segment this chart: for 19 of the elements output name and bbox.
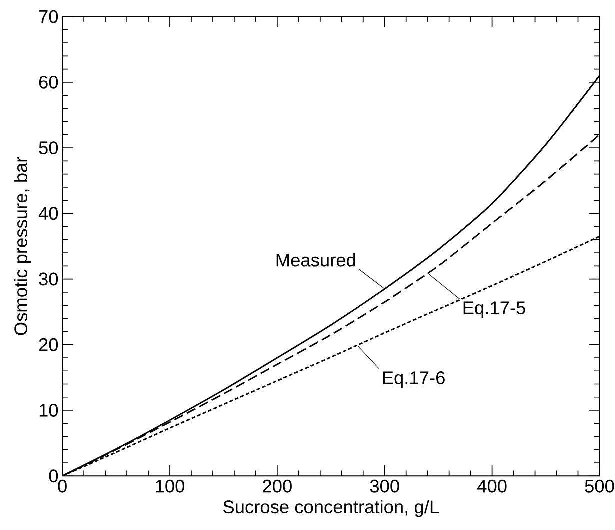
y-axis-title: Osmotic pressure, bar [14,157,32,336]
x-tick-label: 400 [478,480,507,494]
x-tick-label: 200 [263,480,292,494]
y-tick-label: 40 [38,207,58,220]
x-tick-label: 0 [58,480,67,494]
y-tick-label: 10 [40,404,58,418]
y-tick-label: 0 [49,470,58,483]
annotation: Eq.17-6 [383,372,445,388]
y-tick-label: 70 [39,10,58,24]
y-tick-label: 50 [39,142,58,155]
x-tick-label: 300 [370,480,400,494]
annotation: Measured [276,254,356,268]
annotation: Eq.17-5 [464,302,526,318]
x-tick-label: 100 [156,480,185,494]
y-tick-label: 60 [39,76,58,90]
y-tick-label: 30 [39,273,58,286]
y-tick-label: 20 [39,338,58,352]
x-tick-label: 500 [585,480,614,494]
x-axis-title: Sucrose concentration, g/L [224,500,439,518]
